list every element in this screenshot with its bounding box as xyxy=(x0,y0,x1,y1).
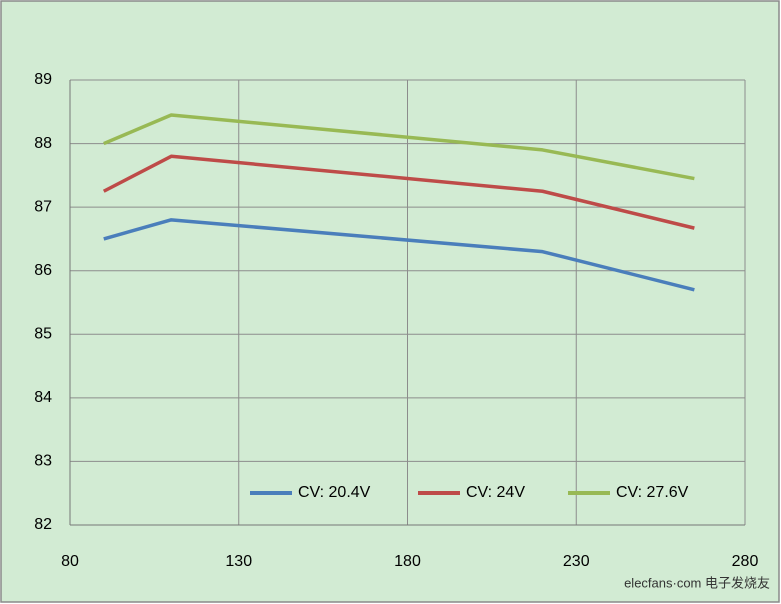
y-tick-label: 84 xyxy=(34,389,52,406)
y-tick-label: 86 xyxy=(34,262,52,279)
legend-label: CV: 24V xyxy=(466,484,525,501)
x-tick-label: 130 xyxy=(225,553,252,570)
y-tick-label: 87 xyxy=(34,198,52,215)
legend-label: CV: 27.6V xyxy=(616,484,689,501)
y-tick-label: 82 xyxy=(34,516,52,533)
x-tick-label: 80 xyxy=(61,553,79,570)
data-line xyxy=(103,113,695,181)
x-tick-label: 280 xyxy=(732,553,759,570)
x-tick-label: 230 xyxy=(563,553,590,570)
y-tick-label: 83 xyxy=(34,453,52,470)
y-tick-label: 85 xyxy=(34,326,52,343)
data-line xyxy=(102,154,695,230)
y-tick-label: 89 xyxy=(34,71,52,88)
data-line xyxy=(103,218,695,292)
watermark: elecfans·com 电子发烧友 xyxy=(624,575,770,590)
y-tick-label: 88 xyxy=(34,135,52,152)
legend-label: CV: 20.4V xyxy=(298,484,371,501)
x-tick-label: 180 xyxy=(394,553,421,570)
